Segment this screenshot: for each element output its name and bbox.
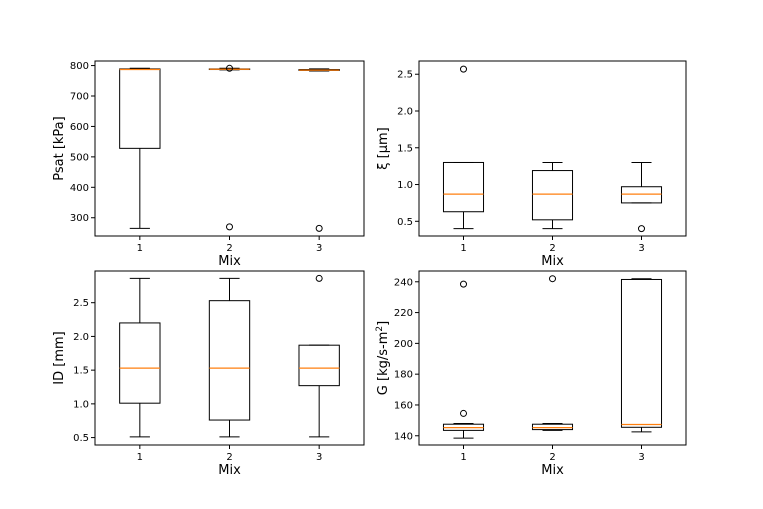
chart-panel-2: 0.5 1.0 1.5 2.0 2.5 1 2 3 Mix ξ [μm] — [376, 60, 687, 269]
outlier-point — [315, 224, 323, 232]
y-tick-label: 0.5 — [397, 217, 413, 228]
box-group — [298, 274, 340, 438]
outlier-point — [549, 275, 556, 283]
plot-area-frame — [418, 60, 687, 237]
y-axis-title: G [kg/s-m2] — [375, 321, 391, 395]
x-tick-label: 2 — [549, 452, 555, 463]
box-group — [620, 161, 663, 233]
y-tick-label: 1.0 — [397, 180, 413, 191]
y-tick-label: 800 — [70, 61, 89, 72]
x-tick-label: 3 — [638, 452, 644, 463]
y-tick-label: 500 — [70, 152, 89, 163]
chart-panel-4: 140 160 180 200 220 240 1 2 3 Mix G [kg/s-m2] — [375, 270, 687, 478]
outlier-point — [638, 225, 645, 233]
outlier-point — [460, 280, 467, 288]
y-tick-label: 220 — [394, 308, 413, 319]
y-tick-label: 1.0 — [73, 399, 89, 410]
y-tick-label: 2.0 — [73, 332, 89, 343]
y-tick-label: 160 — [394, 400, 413, 411]
y-tick-label: 1.5 — [397, 143, 413, 154]
y-tick-label: 0.5 — [73, 433, 89, 444]
y-tick-label: 600 — [70, 122, 89, 133]
y-tick-label: 700 — [70, 92, 89, 103]
x-axis-title: Mix — [218, 463, 241, 478]
box-group — [119, 67, 161, 229]
y-tick-label: 240 — [394, 277, 413, 288]
outlier-point — [226, 223, 233, 231]
box-iqr — [620, 278, 663, 428]
y-tick-label: 180 — [394, 370, 413, 381]
box-group — [119, 277, 161, 438]
outlier-point — [226, 64, 233, 72]
box-group — [298, 68, 340, 232]
box-iqr — [298, 344, 340, 387]
outlier-point — [460, 409, 467, 417]
y-axis-title: ID [mm] — [52, 331, 67, 384]
y-tick-label: 400 — [70, 183, 89, 194]
x-axis-title: Mix — [541, 254, 564, 269]
box-iqr — [531, 423, 574, 431]
box-iqr — [620, 186, 663, 204]
y-tick-label: 2.5 — [73, 298, 89, 309]
x-tick-label: 2 — [226, 452, 232, 463]
box-group — [208, 277, 251, 438]
box-iqr — [119, 322, 161, 404]
outlier-point — [460, 65, 467, 73]
box-group — [442, 65, 485, 230]
y-axis-title: Psat [kPa] — [52, 116, 67, 180]
x-tick-label: 3 — [316, 452, 322, 463]
box-group — [620, 278, 663, 433]
box-iqr — [442, 161, 485, 213]
chart-panel-3: 0.5 1.0 1.5 2.0 2.5 1 2 3 Mix ID [mm] — [52, 270, 365, 478]
y-tick-label: 1.5 — [73, 366, 89, 377]
y-tick-label: 2.0 — [397, 107, 413, 118]
x-tick-label: 1 — [460, 452, 466, 463]
x-tick-label: 2 — [549, 243, 555, 254]
y-tick-label: 2.5 — [397, 70, 413, 81]
chart-panel-1: 300 400 500 600 700 800 1 2 3 Mix Psat [kPa] — [52, 60, 365, 269]
x-axis-title: Mix — [218, 254, 241, 269]
x-tick-label: 1 — [460, 243, 466, 254]
x-tick-label: 1 — [137, 243, 143, 254]
box-group — [442, 280, 485, 439]
plot-area-frame — [418, 270, 687, 446]
y-tick-label: 140 — [394, 431, 413, 442]
x-tick-label: 1 — [137, 452, 143, 463]
x-axis-title: Mix — [541, 463, 564, 478]
box-group — [208, 64, 251, 231]
x-tick-label: 3 — [638, 243, 644, 254]
y-tick-label: 300 — [70, 213, 89, 224]
outlier-point — [315, 274, 323, 282]
y-axis-title: ξ [μm] — [376, 127, 391, 169]
box-group — [531, 161, 574, 230]
box-iqr — [208, 300, 251, 421]
x-tick-label: 2 — [226, 243, 232, 254]
box-iqr — [531, 170, 574, 221]
y-tick-label: 200 — [394, 339, 413, 350]
box-group — [531, 275, 574, 431]
box-iqr — [119, 68, 161, 149]
x-tick-label: 3 — [316, 243, 322, 254]
